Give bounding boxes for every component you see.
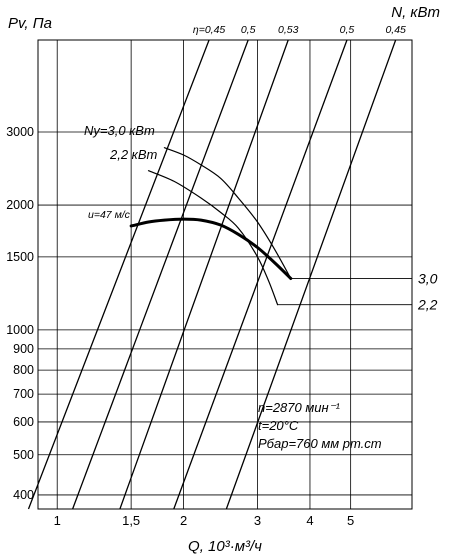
power-tick-label: 3,0 [418,271,438,287]
power-curve-3-0 [163,147,292,280]
y-tick-label: 600 [13,415,34,429]
efficiency-label: η=0,45 [193,24,226,36]
pressure-curve [129,217,293,280]
y-tick-label: 1500 [6,250,34,264]
y-axis-label: Pv, Па [8,15,52,32]
y-tick-label: 1000 [6,323,34,337]
efficiency-line [225,39,397,510]
efficiency-label: 0,5 [241,24,256,36]
power-curve-2-2-label: 2,2 кВт [109,147,157,162]
y-tick-label: 2000 [6,198,34,212]
efficiency-label: 0,45 [385,24,406,36]
x-tick-label: 1,5 [122,513,140,528]
efficiency-line [119,39,289,510]
plot-area-border [37,39,413,510]
y-tick-labels: 400 500 600 700 800 900 1000 1500 2000 3000 [6,125,34,502]
y-tick-label: 800 [13,363,34,377]
annotation-pressure: Pбар=760 мм рт.ст [258,436,382,451]
power-curve-3-0-label: Ny=3,0 кВт [84,123,155,138]
power-ticks: 3,0 2,2 [277,271,438,313]
power-curve-2-2 [147,170,279,306]
efficiency-line [27,39,210,510]
efficiency-label: 0,53 [278,24,299,36]
pressure-curve-label: u=47 м/с [88,209,131,221]
x-tick-label: 4 [306,513,313,528]
annotation-speed: n=2870 мин⁻¹ [258,400,341,415]
power-tick-label: 2,2 [417,297,438,313]
y-tick-label: 900 [13,342,34,356]
x-tick-label: 3 [254,513,261,528]
efficiency-label: 0,5 [340,24,355,36]
efficiency-line [72,39,249,510]
y-tick-label: 3000 [6,125,34,139]
x-tick-labels: 1 1,5 2 3 4 5 [54,513,355,528]
grid [38,40,412,509]
series-curves: u=47 м/с Ny=3,0 кВт 2,2 кВт [84,123,293,306]
y-tick-label: 500 [13,448,34,462]
x-tick-label: 2 [180,513,187,528]
x-tick-label: 5 [347,513,354,528]
efficiency-lines: η=0,45 0,5 0,53 0,5 0,45 [27,24,406,510]
annotation-temperature: t=20°C [258,418,299,433]
y-tick-label: 400 [13,488,34,502]
y-tick-label: 700 [13,387,34,401]
plot-frame [37,39,413,510]
x-axis-label: Q, 10³·м³/ч [188,538,262,555]
efficiency-line [173,39,348,510]
y-axis-label-right: N, кВт [391,4,440,21]
x-tick-label: 1 [54,513,61,528]
